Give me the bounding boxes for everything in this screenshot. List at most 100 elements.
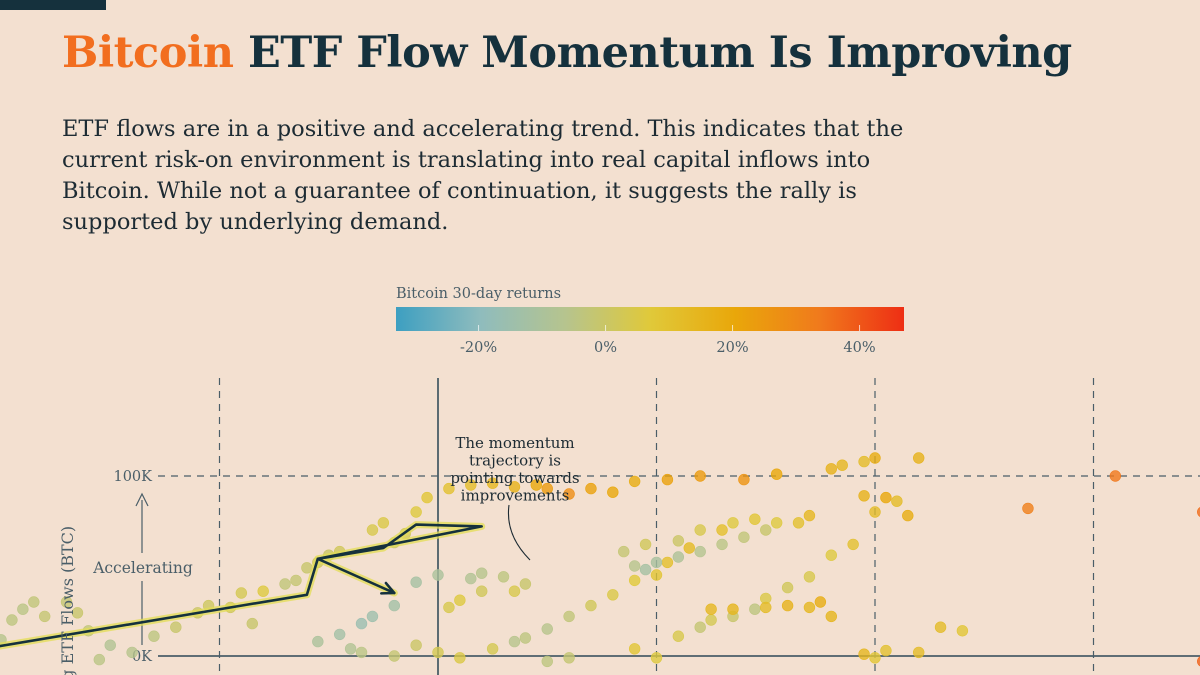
annotation-line: pointing towards [450, 469, 579, 487]
data-point [508, 635, 521, 648]
data-point [60, 596, 73, 608]
data-point [727, 603, 739, 615]
data-point [1197, 507, 1200, 517]
colorbar-tick-label: 0% [594, 340, 617, 356]
data-point [781, 599, 794, 612]
data-point [749, 513, 761, 525]
data-point [825, 549, 837, 561]
data-point [628, 560, 641, 572]
data-point [672, 535, 685, 547]
data-point [541, 482, 553, 495]
data-point [814, 596, 827, 608]
data-point [956, 625, 969, 637]
data-point [476, 585, 488, 597]
page-title: Bitcoin ETF Flow Momentum Is Improving [62, 28, 1072, 78]
data-point [934, 621, 947, 633]
data-point [683, 542, 695, 554]
data-point [716, 538, 728, 551]
data-point [760, 524, 772, 536]
data-point [869, 506, 881, 518]
data-point [410, 506, 422, 518]
data-point [530, 479, 543, 491]
data-point [497, 571, 510, 583]
data-point [454, 594, 466, 606]
data-point [410, 576, 422, 588]
title-accent: Bitcoin [62, 28, 234, 78]
data-point [28, 596, 40, 608]
momentum-trajectory [0, 521, 486, 650]
data-point [486, 643, 499, 655]
colorbar-title: Bitcoin 30-day returns [396, 286, 561, 302]
data-point [1109, 470, 1122, 482]
data-point [825, 610, 837, 623]
data-point [661, 473, 674, 486]
data-point [628, 475, 641, 488]
data-point [803, 601, 816, 614]
data-point [563, 610, 575, 623]
data-point [639, 563, 652, 576]
annotation-line: The momentum [455, 434, 574, 452]
data-point [858, 648, 870, 660]
data-point [705, 603, 717, 615]
data-point [519, 632, 532, 644]
data-point [465, 479, 477, 491]
colorbar-tick-label: 20% [716, 340, 748, 356]
data-point [333, 628, 346, 641]
data-point [508, 585, 521, 597]
page-subtitle: ETF flows are in a positive and accelera… [62, 116, 904, 235]
data-point [650, 652, 663, 664]
data-point [355, 617, 368, 630]
data-point [694, 470, 706, 482]
data-point [880, 491, 892, 504]
data-point [563, 652, 575, 664]
data-point [1022, 502, 1034, 515]
data-point [585, 482, 597, 495]
data-point [519, 578, 532, 590]
colorbar-tick-label: -20% [460, 340, 497, 356]
annotation-line: improvements [461, 487, 570, 505]
data-point [727, 517, 739, 529]
data-point [803, 509, 816, 522]
data-point [738, 473, 750, 486]
data-point [858, 455, 870, 468]
accelerating-label-bg [92, 553, 196, 581]
data-point [377, 517, 390, 529]
data-point [235, 587, 248, 599]
data-point [421, 491, 433, 504]
data-point [71, 607, 84, 619]
data-point [443, 601, 455, 614]
data-point [541, 623, 553, 635]
data-points [0, 452, 1200, 668]
colorbar-gradient [396, 307, 904, 331]
data-point [585, 599, 597, 612]
annotation-connector [507, 504, 531, 561]
data-point [17, 603, 29, 615]
data-point [836, 459, 848, 471]
trajectory-arrowhead [380, 581, 396, 595]
data-point [508, 481, 521, 493]
chart-grid [158, 378, 1200, 675]
data-point [639, 538, 652, 551]
data-point [432, 569, 444, 581]
data-point [661, 556, 674, 569]
data-point [869, 452, 881, 464]
data-point [465, 572, 477, 585]
data-point [443, 482, 455, 495]
data-point [803, 571, 816, 583]
accelerating-label: Accelerating [92, 559, 193, 577]
data-point [672, 630, 685, 642]
data-point [257, 585, 269, 597]
data-point [344, 643, 357, 655]
data-point [541, 655, 553, 668]
data-point [749, 603, 761, 615]
data-point [388, 650, 400, 662]
data-point [432, 646, 444, 659]
data-point [38, 610, 51, 623]
data-point [650, 569, 663, 581]
data-point [902, 509, 914, 522]
data-point [486, 477, 499, 489]
data-point [104, 639, 116, 651]
data-point [410, 639, 422, 651]
